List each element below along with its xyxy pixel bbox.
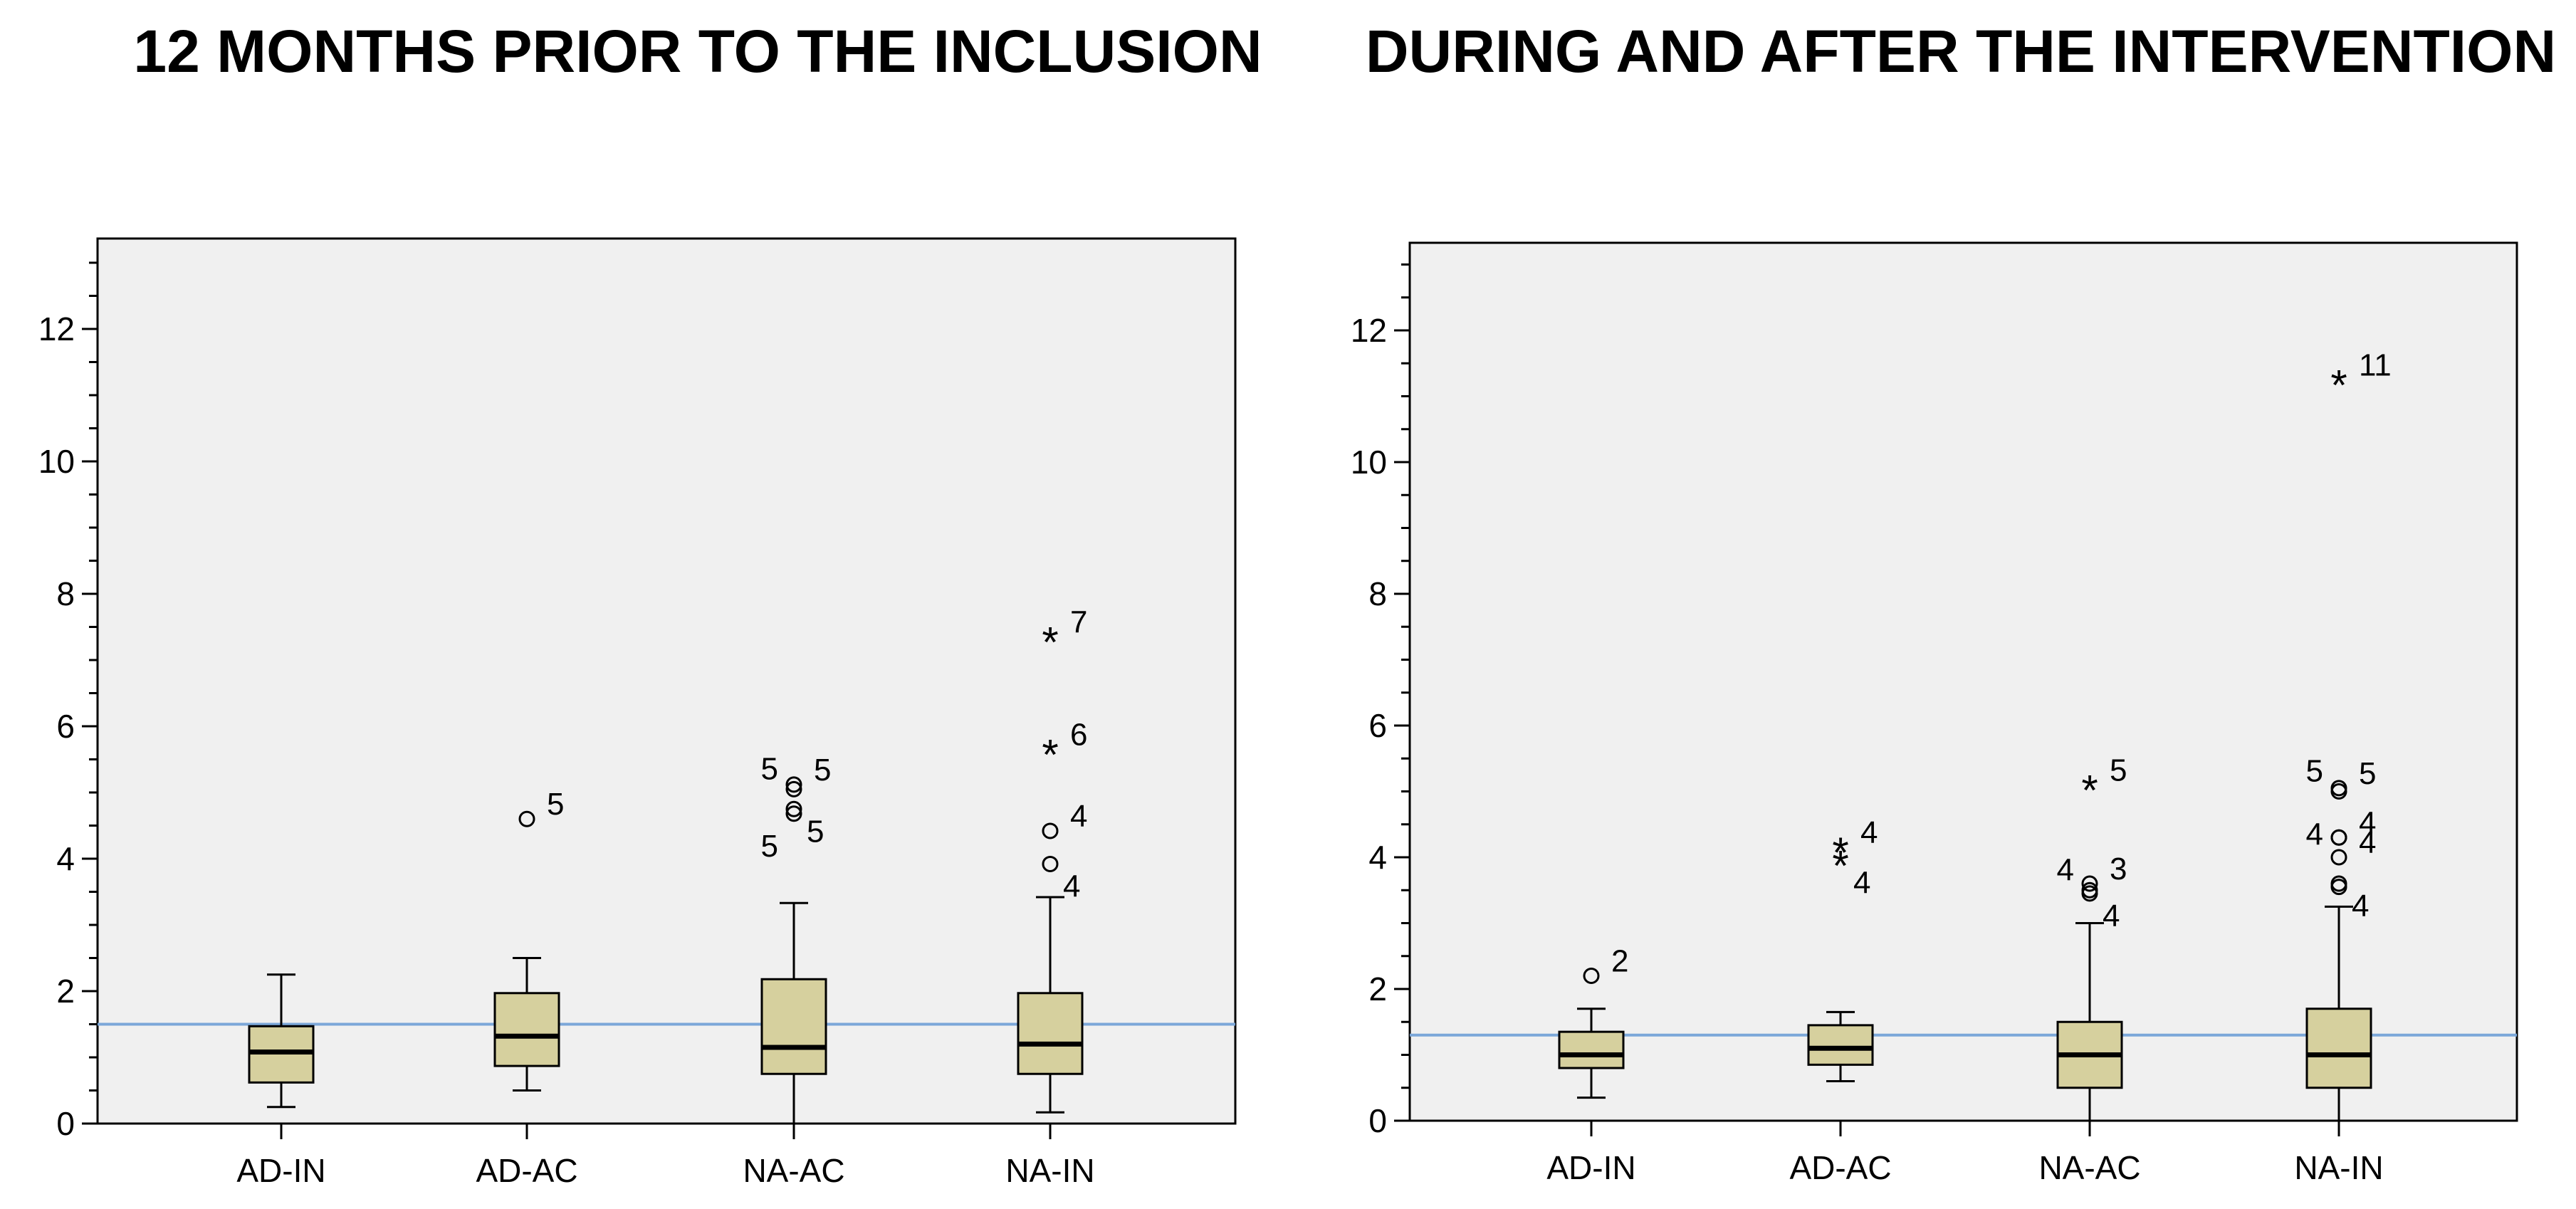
outlier-label: 4 <box>1063 869 1080 904</box>
outlier-circle <box>2081 885 2098 902</box>
x-tick-label: NA-AC <box>743 1152 844 1189</box>
outlier-circle <box>2330 829 2347 846</box>
outlier-label: 11 <box>2359 347 2392 382</box>
outlier-star: * <box>2330 361 2347 409</box>
outlier-circle <box>1042 822 1059 839</box>
x-tick-label: NA-IN <box>2294 1149 2383 1186</box>
y-tick-label: 12 <box>38 310 75 347</box>
outlier-label: 7 <box>1070 604 1087 639</box>
x-tick-label: AD-AC <box>1789 1149 1891 1186</box>
y-tick-label: 6 <box>1368 707 1387 744</box>
outlier-label: 5 <box>2306 754 2323 789</box>
outlier-label: 4 <box>2359 805 2376 840</box>
x-tick-label: AD-IN <box>236 1152 325 1189</box>
outlier-circle <box>785 780 802 797</box>
outlier-label: 4 <box>2306 817 2323 852</box>
outlier-circle <box>2330 879 2347 896</box>
chart-title-left: 12 MONTHS PRIOR TO THE INCLUSION <box>133 18 1262 85</box>
plot-area <box>96 237 1237 1125</box>
outlier-circle <box>1042 855 1059 872</box>
outlier-circle <box>785 776 802 793</box>
y-tick-label: 10 <box>38 443 75 480</box>
outlier-circle <box>785 805 802 822</box>
x-tick-label: AD-IN <box>1546 1149 1635 1186</box>
y-tick-label: 0 <box>56 1105 75 1142</box>
outlier-star: * <box>1832 829 1848 876</box>
outlier-label: 4 <box>2057 852 2074 887</box>
x-tick-label: AD-AC <box>476 1152 577 1189</box>
outlier-label: 4 <box>1853 866 1870 901</box>
box <box>1558 1030 1625 1069</box>
outlier-label: 5 <box>761 751 778 786</box>
outlier-label: 5 <box>807 814 824 849</box>
outlier-star: * <box>1832 842 1848 890</box>
outlier-circle <box>1583 968 1600 984</box>
y-tick-label: 2 <box>1368 970 1387 1007</box>
x-tick-label: NA-AC <box>2038 1149 2140 1186</box>
y-tick-label: 4 <box>1368 839 1387 876</box>
outlier-label: 4 <box>2352 889 2369 923</box>
box <box>760 978 827 1075</box>
box <box>2305 1007 2372 1089</box>
y-tick-label: 4 <box>56 840 75 877</box>
y-tick-label: 8 <box>1368 575 1387 612</box>
y-tick-label: 10 <box>1351 444 1387 481</box>
outlier-circle <box>2330 783 2347 800</box>
box <box>493 992 560 1067</box>
y-tick-label: 8 <box>56 575 75 612</box>
outlier-star: * <box>1042 618 1058 666</box>
outlier-label: 5 <box>2110 753 2127 787</box>
outlier-star: * <box>1042 731 1058 779</box>
y-tick-label: 2 <box>56 973 75 1010</box>
outlier-circle <box>2081 875 2098 892</box>
outlier-label: 4 <box>1070 799 1087 834</box>
outlier-label: 4 <box>2103 899 2120 933</box>
x-tick-label: NA-IN <box>1005 1152 1094 1189</box>
outlier-circle <box>518 810 535 827</box>
outlier-label: 5 <box>547 787 564 822</box>
outlier-label: 4 <box>2359 825 2376 860</box>
outlier-label: 3 <box>2110 852 2127 886</box>
y-tick-label: 0 <box>1368 1102 1387 1139</box>
outlier-label: 5 <box>814 753 831 787</box>
y-tick-label: 6 <box>56 708 75 745</box>
outlier-circle <box>2330 849 2347 866</box>
box <box>1807 1024 1874 1066</box>
outlier-circle <box>785 800 802 817</box>
outlier-star: * <box>2081 766 2098 814</box>
y-tick-label: 12 <box>1351 312 1387 349</box>
outlier-label: 2 <box>1611 944 1628 979</box>
box <box>1017 992 1084 1075</box>
outlier-label: 6 <box>1070 718 1087 753</box>
outlier-label: 4 <box>1860 815 1878 850</box>
outlier-label: 5 <box>2359 756 2376 791</box>
plot-area <box>1408 241 2518 1122</box>
chart-title-right: DURING AND AFTER THE INTERVENTION <box>1365 18 2557 85</box>
outlier-label: 5 <box>761 829 778 864</box>
